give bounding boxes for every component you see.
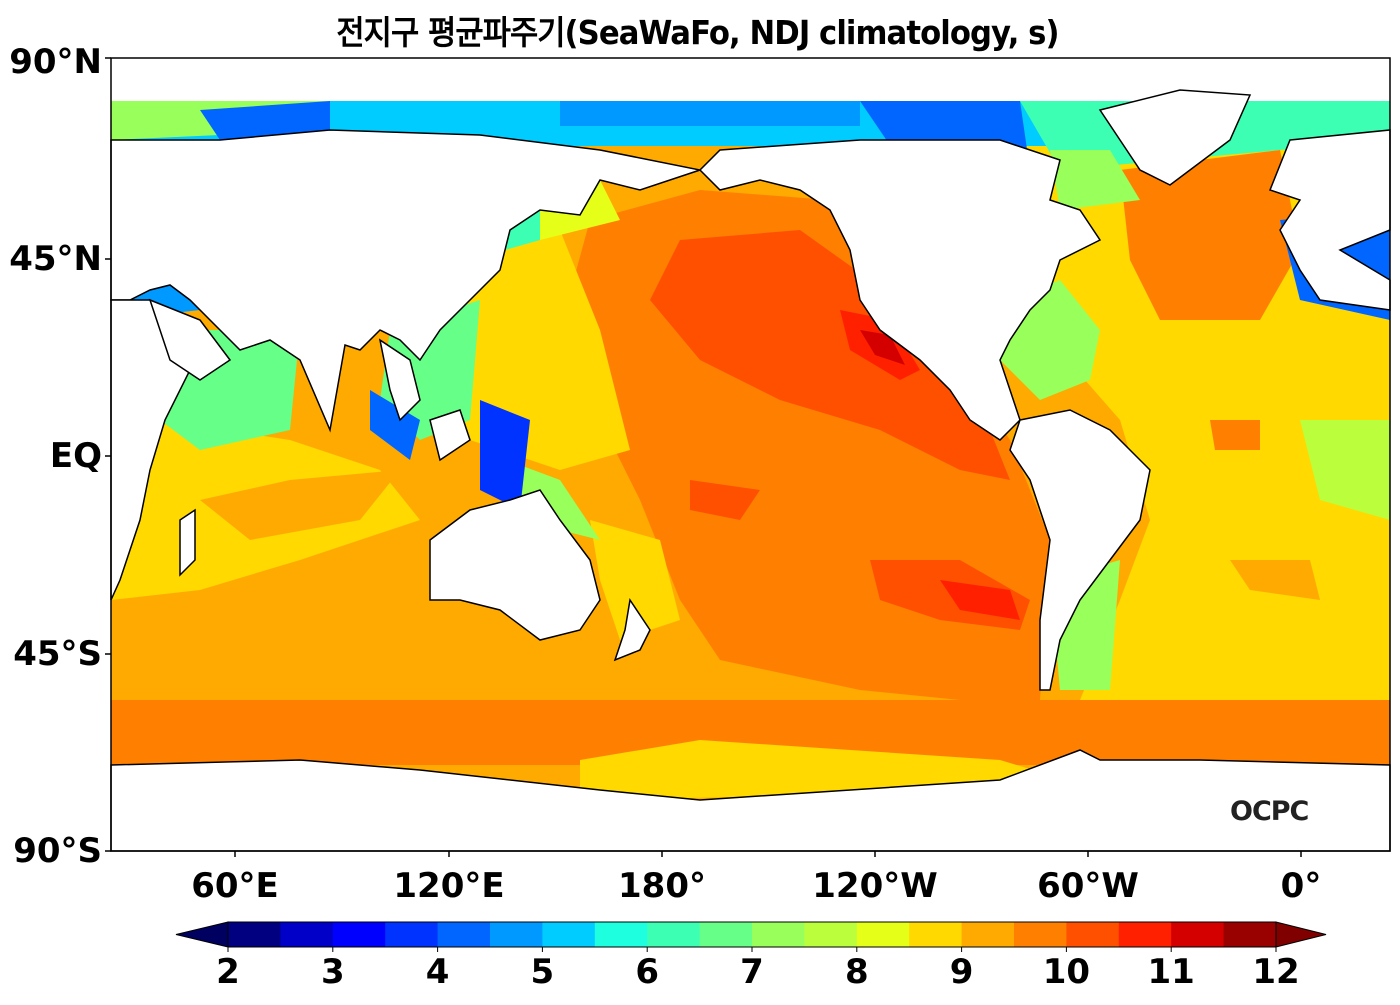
se-asia-land bbox=[378, 338, 421, 422]
colorbar-tick-label: 2 bbox=[216, 952, 240, 992]
colorbar-tick-label: 10 bbox=[1042, 952, 1091, 992]
colorbar-tick-label: 3 bbox=[320, 952, 345, 992]
map-frame bbox=[110, 57, 1391, 852]
madagascar-land bbox=[179, 508, 196, 577]
lon-label-180: 180° bbox=[618, 866, 706, 906]
colorbar bbox=[175, 921, 1327, 952]
colorbar-under-arrow bbox=[175, 921, 229, 948]
colorbar-bin bbox=[804, 922, 858, 947]
colorbar-bin bbox=[699, 922, 753, 947]
lat-label-eq: EQ bbox=[49, 436, 102, 476]
borneo-land bbox=[429, 409, 471, 462]
colorbar-bin bbox=[542, 922, 596, 947]
colorbar-tick-label: 8 bbox=[844, 952, 869, 992]
colorbar-bin bbox=[1066, 922, 1120, 947]
new-zealand-land bbox=[613, 598, 651, 662]
lon-label-0: 0° bbox=[1280, 866, 1322, 906]
lat-label-90n: 90°N bbox=[9, 42, 102, 82]
colorbar-bin bbox=[961, 922, 1015, 947]
colorbar-tick-label: 11 bbox=[1147, 952, 1195, 992]
colorbar-tick-label: 4 bbox=[425, 952, 450, 992]
south-america-land bbox=[1009, 409, 1151, 691]
lon-label-120e: 120°E bbox=[393, 866, 505, 906]
colorbar-bin bbox=[1171, 922, 1225, 947]
colorbar-bin bbox=[1014, 922, 1067, 947]
colorbar-bin bbox=[385, 922, 439, 947]
greenland-land bbox=[1098, 89, 1252, 186]
colorbar-bin bbox=[490, 922, 543, 947]
colorbar-tick-label: 6 bbox=[635, 952, 660, 992]
colorbar-bin bbox=[647, 922, 701, 947]
map-title: 전지구 평균파주기(SeaWaFo, NDJ climatology, s) bbox=[336, 13, 1059, 52]
colorbar-bin bbox=[332, 922, 386, 947]
lon-label-120w: 120°W bbox=[812, 866, 938, 906]
colorbar-over-arrow bbox=[1275, 921, 1327, 948]
colorbar-tick-label: 9 bbox=[949, 952, 974, 992]
colorbar-bin bbox=[909, 922, 963, 947]
colorbar-bin bbox=[280, 922, 334, 947]
lon-label-60e: 60°E bbox=[191, 866, 279, 906]
colorbar-bin bbox=[437, 922, 491, 947]
australia-land bbox=[429, 489, 601, 641]
colorbar-bin bbox=[594, 922, 648, 947]
colorbar-bin bbox=[1223, 922, 1277, 947]
colorbar-bin bbox=[1118, 922, 1172, 947]
colorbar-tick-label: 7 bbox=[740, 952, 764, 992]
colorbar-bin bbox=[228, 922, 281, 947]
colorbar-tick-label: 12 bbox=[1252, 952, 1300, 992]
lon-label-60w: 60°W bbox=[1037, 866, 1139, 906]
lat-label-45s: 45°S bbox=[13, 634, 102, 674]
axis-ticks bbox=[105, 57, 1302, 857]
colorbar-bin bbox=[752, 922, 805, 947]
eurasia-land bbox=[110, 129, 703, 433]
colorbar-tick-label: 5 bbox=[530, 952, 555, 992]
ocpc-watermark: OCPC bbox=[1230, 796, 1309, 827]
colorbar-bin bbox=[856, 922, 910, 947]
lat-label-90s: 90°S bbox=[13, 831, 102, 871]
arabia-land bbox=[148, 298, 232, 381]
land-masses bbox=[110, 89, 1391, 852]
lat-label-45n: 45°N bbox=[9, 239, 102, 279]
